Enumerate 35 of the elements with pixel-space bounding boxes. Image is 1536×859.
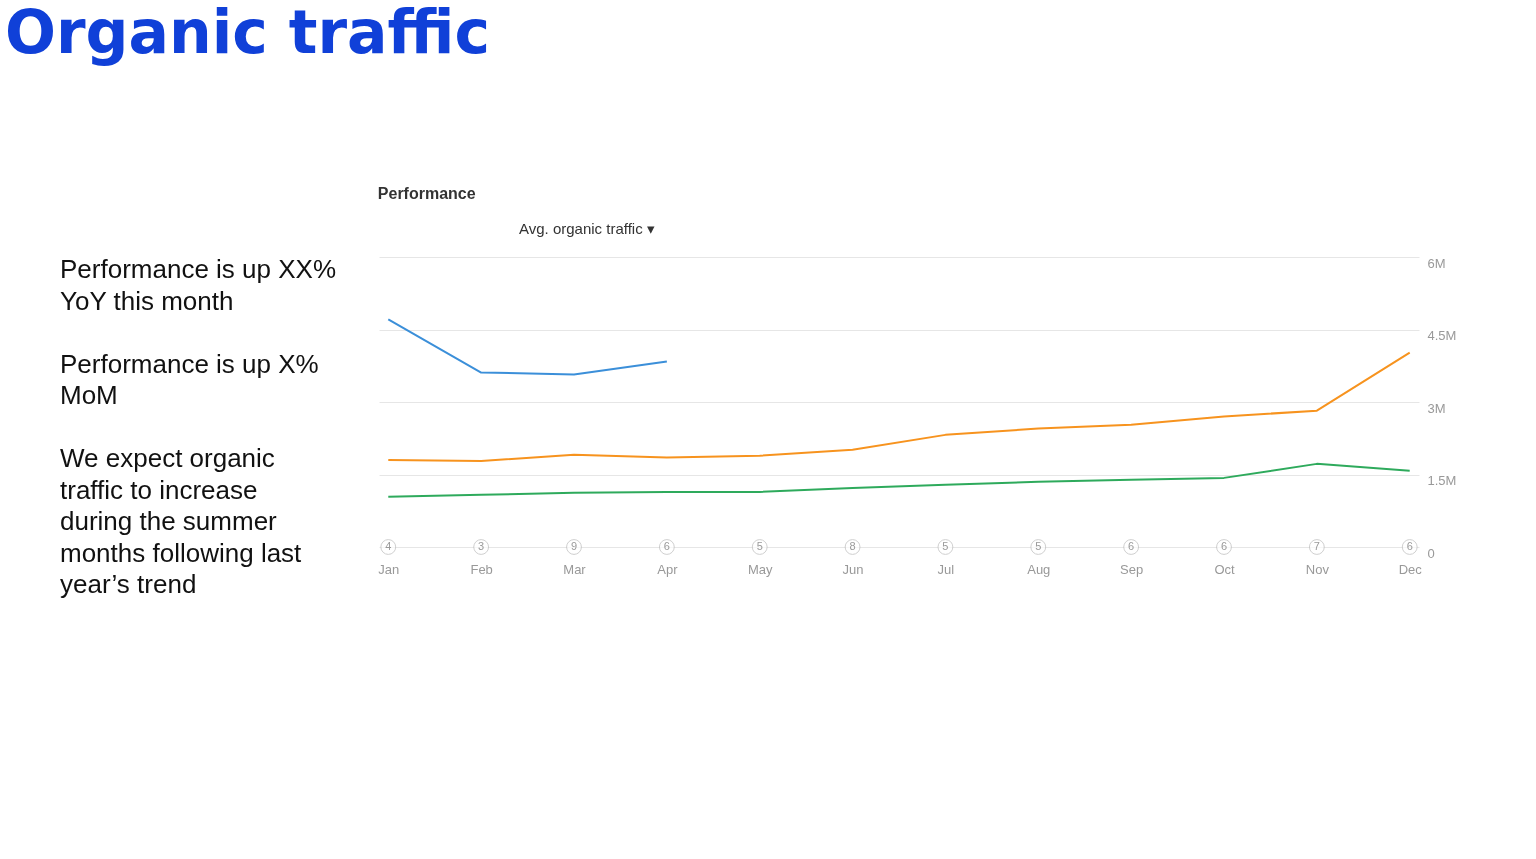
annotation: 5: [756, 540, 763, 552]
chart-title: Organic traffic: [5, 0, 491, 67]
annotation: 6: [1220, 540, 1228, 552]
annotation: 5: [1035, 540, 1042, 552]
annotation: 4: [385, 540, 392, 552]
x-tick-label: Aug: [1027, 561, 1051, 577]
annotation: 5: [942, 540, 949, 552]
x-tick-label: Mar: [563, 561, 587, 577]
x-tick-label: Dec: [1398, 561, 1423, 577]
x-tick-label: May: [747, 561, 773, 577]
annotation: 6: [1128, 540, 1135, 552]
x-tick-label: Nov: [1305, 561, 1330, 577]
y-tick-label: 4.5M: [1427, 328, 1457, 343]
x-tick-label: Sep: [1120, 561, 1144, 577]
annotation: 3: [478, 540, 485, 552]
y-tick-label: 0: [1427, 545, 1435, 561]
y-tick-label: 6M: [1427, 255, 1446, 271]
annotation: 6: [1406, 540, 1413, 552]
x-tick-label: Apr: [657, 561, 679, 577]
x-tick-label: Jul: [937, 561, 955, 577]
x-tick-label: Jun: [842, 561, 864, 577]
annotation: 6: [663, 540, 670, 552]
x-tick-label: Jan: [378, 561, 400, 577]
y-tick-label: 3M: [1427, 400, 1446, 416]
text: We expect organic traffic to increase during the summer months following last year’s trend: [60, 443, 303, 599]
text: Performance is up X% MoM: [60, 348, 319, 410]
x-tick-label: Feb: [470, 561, 493, 577]
annotation: 8: [849, 540, 856, 552]
annotation: 7: [1313, 540, 1320, 552]
x-tick-label: Oct: [1214, 561, 1235, 577]
chart-subtitle: Performance: [377, 185, 476, 202]
text: Avg. organic traffic ▾: [519, 220, 655, 237]
annotation: 9: [570, 540, 578, 552]
y-tick-label: 1.5M: [1427, 473, 1457, 488]
text: Performance is up XX% YoY this month: [60, 254, 337, 316]
